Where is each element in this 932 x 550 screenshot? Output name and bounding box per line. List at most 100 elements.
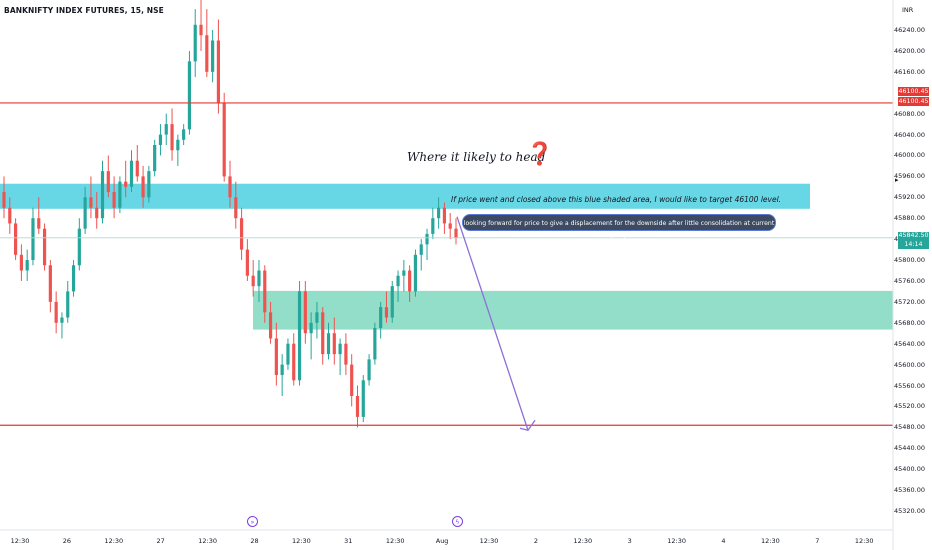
candle-body (344, 343, 348, 365)
candle-body (408, 270, 412, 292)
current-price-label: 45842.50 (898, 232, 929, 239)
dividend-symbol: » (250, 519, 255, 526)
question-mark-icon[interactable]: ❓ (526, 142, 554, 167)
candle-body (228, 176, 232, 198)
candle-body (315, 312, 319, 323)
time-axis-label: 12:30 (292, 537, 311, 545)
candle-body (182, 129, 186, 140)
candle-body (268, 312, 273, 339)
earnings-symbol: ϟ (455, 519, 460, 526)
price-axis-label: 45600.00 (893, 360, 925, 369)
candle-body (19, 254, 23, 271)
candle-body (8, 207, 12, 224)
time-axis-label: 12:30 (854, 537, 874, 545)
candle-body (384, 307, 389, 318)
price-axis-label: 45360.00 (893, 486, 925, 495)
candle-body (396, 275, 400, 287)
candle-body (129, 160, 134, 187)
candle-body (338, 343, 342, 355)
candle-body (448, 223, 452, 229)
candle-body (25, 260, 29, 271)
resistance-price-tag: 46100.45 (898, 87, 929, 96)
candle-body (309, 322, 313, 334)
currency-label[interactable]: INR (902, 6, 914, 14)
annotation-main[interactable]: Where it likely to head (407, 150, 546, 164)
candle-body (205, 35, 209, 72)
price-axis-label: 45720.00 (893, 297, 925, 306)
dividend-icon[interactable]: » (247, 516, 258, 527)
candle-body (350, 364, 354, 396)
candle-body (454, 228, 458, 238)
current-price-tag: 45842.50 14:14 (898, 232, 929, 249)
resistance-price-label: 46100.45 (898, 88, 929, 95)
candle-body (263, 270, 267, 313)
price-axis-label: 45680.00 (893, 318, 925, 327)
level-lines (0, 102, 893, 426)
time-axis-label: 12:30 (667, 537, 686, 545)
candle-body (413, 254, 418, 292)
candle-body (321, 312, 325, 355)
candle-body (71, 265, 76, 292)
candle-body (419, 244, 423, 255)
candle-body (367, 359, 371, 381)
price-axis-label: 45560.00 (893, 381, 925, 390)
price-axis-label: 45480.00 (893, 423, 925, 432)
candle-body (77, 228, 81, 266)
candle-body (141, 176, 145, 198)
candle-body (37, 218, 41, 229)
time-axis-label: 12:30 (10, 537, 30, 545)
projection-arrowhead (519, 419, 536, 431)
callout-note[interactable]: looking forward for price to give a disp… (462, 214, 776, 244)
chevron-right-icon[interactable]: ▸ (895, 176, 899, 184)
time-axis-label: 7 (815, 537, 820, 545)
candle-body (245, 249, 249, 276)
price-axis-label: 45880.00 (893, 214, 925, 223)
resistance-price-tag-2: 46100.45 (898, 97, 929, 106)
candle-body (106, 171, 110, 193)
candle-body (251, 275, 255, 287)
projection-arrow[interactable] (456, 216, 536, 431)
candle-body (48, 265, 52, 302)
candle-body (193, 24, 197, 62)
candle-body (280, 364, 284, 376)
earnings-icon[interactable]: ϟ (452, 516, 463, 527)
candle-body (187, 61, 192, 130)
candle-body (211, 40, 215, 72)
price-axis-label: 46160.00 (893, 67, 925, 76)
candle-body (355, 395, 360, 417)
candle-body (239, 218, 244, 250)
candle-body (379, 307, 383, 329)
candle-body (442, 207, 447, 224)
candle-body (95, 207, 99, 219)
candle-body (170, 124, 174, 151)
candle-body (326, 333, 331, 355)
candle-body (431, 218, 435, 234)
price-axis-label: 45400.00 (893, 465, 925, 474)
resistance-price-label-2: 46100.45 (898, 98, 929, 105)
candle-body (42, 228, 47, 266)
candle-body (297, 291, 302, 381)
price-axis-label: 46240.00 (893, 26, 925, 34)
candle-body (257, 270, 261, 287)
price-axis-label: 45760.00 (893, 276, 925, 285)
price-axis-label: 45960.00 (893, 172, 925, 181)
time-axis-label: Aug (435, 537, 449, 545)
time-axis-label: 31 (344, 537, 353, 545)
candle-body (303, 291, 307, 334)
candle-body (100, 171, 105, 219)
candle-body (216, 40, 221, 104)
price-axis-label: 45920.00 (893, 193, 925, 202)
candle-body (124, 181, 128, 187)
shaded-zones (0, 183, 893, 330)
price-axis-label: 46040.00 (893, 130, 925, 139)
price-axis-label: 45320.00 (893, 507, 925, 515)
time-axis-label: 12:30 (573, 537, 593, 545)
candle-body (222, 103, 226, 177)
annotation-blue-zone[interactable]: If price went and closed above this blue… (451, 195, 782, 204)
candle-body (361, 380, 365, 417)
candle-body (153, 145, 157, 172)
candle-body (54, 301, 58, 323)
price-axis-label: 45640.00 (893, 339, 925, 348)
symbol-title[interactable]: BANKNIFTY INDEX FUTURES, 15, NSE (4, 6, 164, 15)
